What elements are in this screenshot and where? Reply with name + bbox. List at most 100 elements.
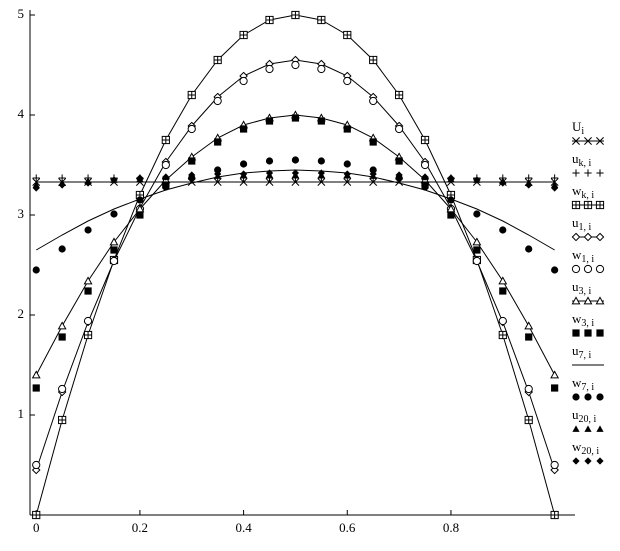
marker — [395, 90, 404, 100]
marker-square — [239, 125, 248, 133]
marker — [550, 370, 560, 379]
marker-circle — [265, 157, 274, 165]
y-tick-label: 2 — [18, 306, 25, 321]
marker — [317, 157, 325, 165]
marker-circle — [369, 96, 378, 106]
marker-circle — [550, 460, 559, 470]
marker-diamond — [572, 457, 580, 465]
marker-circle — [525, 245, 533, 253]
marker-circle — [32, 266, 40, 274]
marker — [499, 287, 507, 295]
legend-label: u20, i — [572, 407, 597, 425]
marker — [291, 178, 300, 186]
marker — [572, 137, 580, 145]
marker-square — [572, 329, 580, 337]
marker — [109, 256, 119, 266]
marker-stroke — [135, 178, 144, 186]
legend-subscript: 7, i — [581, 382, 594, 393]
marker-circle — [551, 266, 559, 274]
legend-subscript: 3, i — [581, 318, 594, 329]
marker — [446, 178, 455, 186]
marker — [291, 156, 300, 164]
marker — [524, 321, 534, 330]
marker — [572, 329, 580, 337]
marker-circle — [596, 393, 604, 401]
marker — [499, 226, 507, 234]
marker-stroke — [317, 178, 326, 186]
marker-diamond — [110, 176, 118, 184]
marker-diamond — [162, 173, 170, 181]
marker — [110, 210, 118, 218]
marker-triangle — [109, 237, 119, 246]
marker-circle — [571, 264, 581, 274]
marker-stroke — [239, 178, 248, 186]
marker-diamond — [188, 171, 196, 179]
marker-circle — [595, 264, 605, 274]
marker-circle — [584, 393, 592, 401]
marker-square — [32, 384, 40, 392]
marker-circle — [395, 124, 404, 134]
marker — [32, 184, 40, 192]
marker — [291, 169, 300, 177]
marker — [136, 174, 144, 182]
marker-square — [291, 114, 300, 122]
marker-circle — [583, 264, 593, 274]
marker — [473, 246, 481, 254]
marker — [161, 135, 170, 145]
marker — [498, 330, 507, 340]
marker — [447, 211, 455, 219]
marker — [265, 64, 274, 74]
marker — [420, 160, 430, 170]
marker — [498, 276, 508, 285]
marker-square — [343, 125, 351, 133]
marker-square — [136, 211, 144, 219]
marker-diamond — [239, 170, 248, 178]
marker-circle — [369, 166, 377, 174]
marker-diamond — [369, 170, 377, 178]
marker-square — [447, 211, 455, 219]
marker — [214, 138, 222, 146]
marker — [291, 10, 300, 20]
legend-name: w — [572, 183, 582, 198]
marker-triangle — [57, 321, 67, 330]
marker — [596, 137, 604, 145]
marker-diamond — [499, 179, 507, 187]
legend-subscript: 20, i — [579, 414, 597, 425]
marker-stroke — [596, 137, 604, 145]
marker-stroke — [265, 178, 274, 186]
marker — [473, 176, 481, 184]
marker — [84, 226, 92, 234]
y-tick-label: 5 — [18, 6, 25, 21]
marker — [110, 246, 118, 254]
marker-circle — [136, 196, 144, 204]
marker — [583, 200, 593, 210]
marker-circle — [317, 157, 325, 165]
marker-triangle — [584, 425, 592, 432]
marker-triangle — [550, 370, 560, 379]
legend-name: u — [572, 151, 579, 166]
marker — [58, 384, 67, 394]
marker-square — [596, 329, 604, 337]
marker-circle — [572, 393, 580, 401]
marker-circle — [524, 384, 533, 394]
marker — [473, 210, 481, 218]
marker-square — [473, 246, 481, 254]
legend-label: w1, i — [572, 247, 594, 265]
marker-square — [584, 329, 592, 337]
legend-label: u3, i — [572, 279, 592, 297]
marker-triangle — [524, 321, 534, 330]
marker — [571, 232, 581, 242]
marker-diamond — [584, 457, 592, 465]
marker-circle — [213, 96, 222, 106]
x-tick-label: 0.2 — [132, 520, 148, 535]
marker-circle — [472, 256, 481, 266]
marker-circle — [239, 76, 248, 86]
marker-diamond — [32, 184, 40, 192]
marker-circle — [343, 76, 352, 86]
marker-square — [84, 287, 92, 295]
marker — [291, 114, 300, 122]
marker-circle — [214, 166, 222, 174]
marker — [572, 425, 580, 432]
legend-label: w3, i — [572, 311, 594, 329]
marker-diamond — [525, 181, 533, 189]
